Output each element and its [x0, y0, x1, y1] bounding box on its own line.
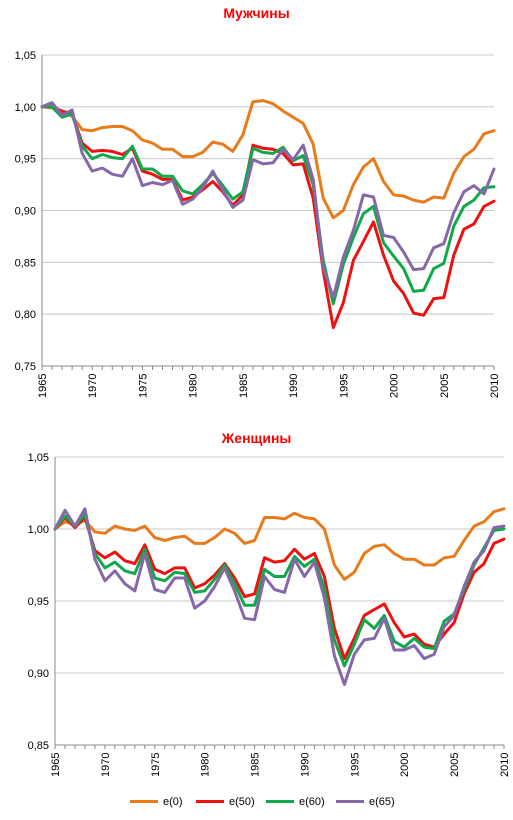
- y-tick-label-men-5: 1,00: [15, 102, 36, 114]
- series-line-women-e65: [53, 507, 506, 686]
- x-tick-label-men-6: 1995: [338, 374, 350, 398]
- series-line-women-e0: [53, 507, 506, 581]
- x-tick-label-men-3: 1980: [188, 374, 200, 398]
- y-tick-label-women-4: 1,05: [28, 452, 49, 464]
- series-line-men-e0: [40, 99, 496, 220]
- series-line-women-e50: [53, 516, 506, 661]
- chart-title-men: Мужчины: [223, 5, 290, 21]
- y-tick-label-men-0: 0,75: [15, 361, 36, 373]
- series-line-men-e60: [40, 105, 496, 306]
- x-tick-label-women-9: 2010: [499, 753, 511, 777]
- x-tick-label-women-5: 1990: [299, 753, 311, 777]
- y-tick-label-women-3: 1,00: [28, 524, 49, 536]
- x-tick-label-women-1: 1970: [100, 753, 112, 777]
- legend-swatch-e60: [266, 800, 294, 803]
- legend-label-e50: e(50): [229, 796, 255, 808]
- legend-swatch-e0: [130, 800, 158, 803]
- x-tick-label-women-4: 1985: [250, 753, 262, 777]
- series-line-men-e65: [40, 101, 496, 300]
- legend-swatch-e65: [336, 800, 364, 803]
- chart-men: 0,75 0,80 0,85 0,90 0,95 1,00 1,05 1965 1970 1975…: [15, 50, 501, 398]
- x-tick-label-men-4: 1985: [238, 374, 250, 398]
- x-tick-label-men-2: 1975: [137, 374, 149, 398]
- y-tick-label-women-1: 0,90: [28, 668, 49, 680]
- y-tick-label-men-2: 0,85: [15, 257, 36, 269]
- legend-label-e0: e(0): [163, 796, 183, 808]
- x-tick-label-women-8: 2005: [449, 753, 461, 777]
- x-tick-label-women-0: 1965: [50, 753, 62, 777]
- y-tick-label-men-6: 1,05: [15, 50, 36, 62]
- x-tick-label-men-5: 1990: [288, 374, 300, 398]
- x-tick-label-men-0: 1965: [37, 374, 49, 398]
- chart-women: 0,85 0,90 0,95 1,00 1,05 1965 1970 1975 1980 1985…: [28, 452, 511, 777]
- chart-title-women: Женщины: [221, 430, 292, 446]
- x-tick-label-women-6: 1995: [349, 753, 361, 777]
- x-tick-label-women-3: 1980: [200, 753, 212, 777]
- x-tick-label-men-1: 1970: [87, 374, 99, 398]
- legend-label-e65: e(65): [369, 796, 395, 808]
- x-tick-label-women-2: 1975: [150, 753, 162, 777]
- y-tick-label-women-2: 0,95: [28, 596, 49, 608]
- y-tick-label-men-3: 0,90: [15, 206, 36, 218]
- x-tick-label-men-9: 2010: [489, 374, 501, 398]
- series-line-women-e60: [53, 513, 506, 668]
- legend-label-e60: e(60): [299, 796, 325, 808]
- x-tick-label-women-7: 2000: [399, 753, 411, 777]
- legend-swatch-e50: [196, 800, 224, 803]
- y-tick-label-men-1: 0,80: [15, 309, 36, 321]
- x-tick-label-men-7: 2000: [389, 374, 401, 398]
- y-tick-label-women-0: 0,85: [28, 740, 49, 752]
- series-line-men-e50: [40, 105, 496, 330]
- chart-legend: e(0) e(50) e(60) e(65): [0, 794, 513, 810]
- y-tick-label-men-4: 0,95: [15, 154, 36, 166]
- x-tick-label-men-8: 2005: [439, 374, 451, 398]
